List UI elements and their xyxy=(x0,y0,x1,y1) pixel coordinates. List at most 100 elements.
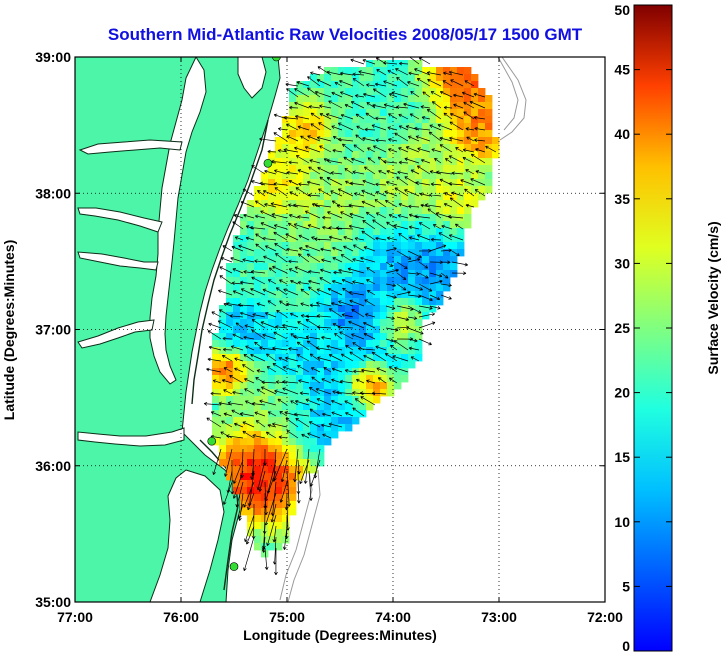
velocity-cell xyxy=(394,179,402,187)
velocity-cell xyxy=(429,151,437,159)
velocity-cell xyxy=(373,333,381,341)
velocity-cell xyxy=(268,284,276,292)
velocity-cell xyxy=(240,270,248,278)
velocity-cell xyxy=(226,473,234,481)
velocity-cell xyxy=(268,221,276,229)
velocity-cell xyxy=(415,277,423,285)
velocity-cell xyxy=(233,424,241,432)
velocity-cell xyxy=(268,515,276,523)
velocity-cell xyxy=(380,207,388,215)
velocity-cell xyxy=(387,305,395,313)
velocity-cell xyxy=(366,284,374,292)
velocity-cell xyxy=(429,74,437,82)
velocity-cell xyxy=(387,95,395,103)
velocity-cell xyxy=(436,102,444,110)
velocity-cell xyxy=(310,445,318,453)
velocity-cell xyxy=(450,116,458,124)
velocity-cell xyxy=(254,298,262,306)
velocity-cell xyxy=(352,207,360,215)
velocity-cell xyxy=(324,347,332,355)
velocity-cell xyxy=(268,396,276,404)
velocity-cell xyxy=(303,354,311,362)
velocity-cell xyxy=(331,144,339,152)
velocity-cell xyxy=(373,326,381,334)
velocity-cell xyxy=(254,389,262,397)
velocity-cell xyxy=(240,459,248,467)
velocity-cell xyxy=(394,60,402,68)
velocity-cell xyxy=(394,305,402,313)
velocity-cell xyxy=(415,186,423,194)
velocity-cell xyxy=(261,396,269,404)
velocity-cell xyxy=(275,186,283,194)
velocity-cell xyxy=(415,228,423,236)
rappahannock-river xyxy=(77,251,159,271)
velocity-cell xyxy=(261,494,269,502)
velocity-cell xyxy=(408,340,416,348)
velocity-cell xyxy=(373,165,381,173)
velocity-cell xyxy=(289,480,297,488)
velocity-cell xyxy=(338,144,346,152)
velocity-cell xyxy=(317,130,325,138)
velocity-cell xyxy=(303,270,311,278)
velocity-cell xyxy=(471,109,479,117)
velocity-cell xyxy=(331,396,339,404)
velocity-cell xyxy=(254,368,262,376)
velocity-cell xyxy=(289,270,297,278)
velocity-cell xyxy=(310,235,318,243)
velocity-cell xyxy=(408,291,416,299)
velocity-cell xyxy=(247,508,255,516)
velocity-cell xyxy=(289,382,297,390)
velocity-cell xyxy=(296,235,304,243)
velocity-cell xyxy=(408,158,416,166)
velocity-cell xyxy=(275,298,283,306)
velocity-cell xyxy=(282,529,290,537)
velocity-cell xyxy=(240,277,248,285)
velocity-cell xyxy=(254,438,262,446)
velocity-cell xyxy=(233,347,241,355)
velocity-cell xyxy=(415,81,423,89)
velocity-cell xyxy=(401,375,409,383)
velocity-cell xyxy=(352,109,360,117)
velocity-cell xyxy=(331,249,339,257)
velocity-cell xyxy=(268,403,276,411)
velocity-cell xyxy=(338,235,346,243)
velocity-cell xyxy=(296,228,304,236)
velocity-cell xyxy=(261,326,269,334)
velocity-cell xyxy=(359,263,367,271)
velocity-cell xyxy=(240,375,248,383)
velocity-cell xyxy=(240,480,248,488)
velocity-cell xyxy=(352,151,360,159)
velocity-cell xyxy=(261,403,269,411)
velocity-cell xyxy=(471,193,479,201)
velocity-cell xyxy=(331,389,339,397)
velocity-cell xyxy=(373,277,381,285)
velocity-cell xyxy=(282,326,290,334)
velocity-cell xyxy=(289,116,297,124)
velocity-cell xyxy=(254,270,262,278)
velocity-cell xyxy=(408,361,416,369)
velocity-cell xyxy=(247,368,255,376)
velocity-cell xyxy=(429,277,437,285)
velocity-cell xyxy=(219,459,227,467)
velocity-cell xyxy=(247,284,255,292)
velocity-cell xyxy=(387,326,395,334)
velocity-cell xyxy=(401,270,409,278)
velocity-cell xyxy=(422,137,430,145)
velocity-cell xyxy=(240,396,248,404)
velocity-cell xyxy=(429,116,437,124)
velocity-cell xyxy=(338,249,346,257)
velocity-cell xyxy=(233,326,241,334)
velocity-cell xyxy=(289,438,297,446)
velocity-cell xyxy=(471,102,479,110)
velocity-cell xyxy=(359,158,367,166)
velocity-cell xyxy=(359,235,367,243)
velocity-cell xyxy=(387,389,395,397)
velocity-cell xyxy=(226,284,234,292)
velocity-cell xyxy=(282,158,290,166)
velocity-cell xyxy=(233,249,241,257)
velocity-cell xyxy=(450,235,458,243)
velocity-cell xyxy=(324,410,332,418)
velocity-cell xyxy=(275,144,283,152)
